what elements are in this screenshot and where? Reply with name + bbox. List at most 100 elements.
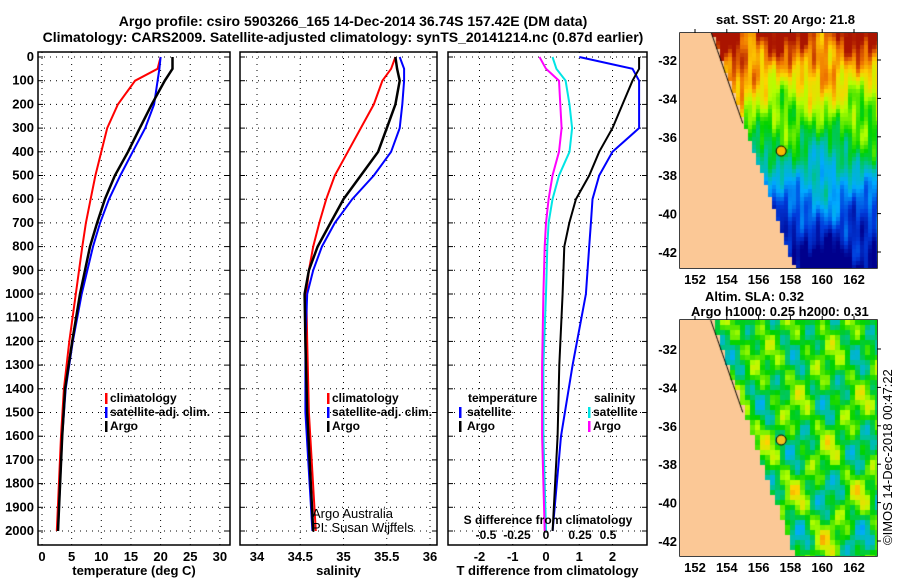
x-axis-label: salinity [316,563,362,578]
x2-axis-label: S difference from climatology [464,513,633,527]
depth-tick-label: 1700 [5,452,34,467]
legend-swatch [459,407,462,418]
legend-swatch [459,421,462,432]
legend-label: Argo [593,419,621,433]
lon-tick-label: 156 [748,560,770,575]
legend-swatch [105,407,108,418]
lat-tick-label: -36 [658,419,677,434]
series-line-argo [303,56,401,532]
lat-tick-label: -42 [658,245,677,260]
depth-tick-label: 600 [12,191,34,206]
difference-panel: -2 -1 0 1 2T difference from climatology temp… [447,51,648,578]
lon-tick-label: 152 [684,560,706,575]
depth-tick-label: 500 [12,168,34,183]
depth-tick-label: 1100 [6,310,34,325]
lat-tick-label: -34 [658,91,678,106]
legend-swatch [105,421,108,432]
title-line-2: Climatology: CARS2009. Satellite-adjuste… [43,29,644,45]
x-tick-label: 15 [124,549,138,564]
lon-tick-label: 162 [843,272,865,287]
depth-tick-label: 1400 [5,381,34,396]
x-tick-label: 35 [336,549,350,564]
legend-swatch [588,421,591,432]
credit-line-1: Argo Australia [312,506,394,521]
depth-tick-label: 1200 [5,333,34,348]
sla-map [680,320,877,556]
lon-tick-label: 158 [780,560,802,575]
x-axis-label: T difference from climatology [456,563,639,578]
legend-label: Argo [467,419,495,433]
lon-tick-label: 156 [748,272,770,287]
x-tick-label: 10 [94,549,108,564]
depth-tick-label: 1000 [5,286,34,301]
lat-tick-label: -38 [658,457,677,472]
x2-tick-label: -0.25 [503,528,531,542]
legend-swatch [588,407,591,418]
legend-title-temperature: temperature [468,391,538,405]
depth-tick-label: 100 [12,73,34,88]
depth-tick-label: 300 [12,120,34,135]
legend-label: satellite [593,405,638,419]
depth-tick-label: 0 [27,49,34,64]
legend-label: Argo [332,419,360,433]
series-line-salinity-satellite [542,56,574,532]
legend-swatch [327,407,330,418]
lat-tick-label: -40 [658,207,677,222]
legend-label: climatology [332,391,399,405]
legend-label: Argo [110,419,138,433]
lat-tick-label: -32 [658,342,677,357]
x2-tick-label: 0 [543,528,550,542]
lat-tick-label: -42 [658,534,677,549]
lon-tick-label: 152 [684,272,706,287]
series-line-climatology [305,56,397,532]
x-tick-label: 34 [250,549,265,564]
depth-tick-label: 1600 [5,428,34,443]
lat-tick-label: -38 [658,168,677,183]
x-tick-label: 5 [68,549,75,564]
legend-swatch [327,421,330,432]
lon-tick-label: 154 [716,560,738,575]
sla-map-title-2: Argo h1000: 0.25 h2000: 0.31 [691,304,869,319]
x-tick-label: -2 [474,549,486,564]
credit-line-2: PI: Susan Wijffels [312,520,414,535]
depth-tick-label: 800 [12,239,34,254]
temperature-panel: 0100200300400500600700800900100011001200… [5,49,231,578]
x-tick-label: 0 [38,549,45,564]
lat-tick-label: -40 [658,496,677,511]
lat-tick-label: -34 [658,380,678,395]
x-tick-label: 30 [213,549,227,564]
legend-title-salinity: salinity [594,391,636,405]
legend-label: satellite [467,405,512,419]
series-line-satellite-adj-clim- [57,56,162,532]
x-tick-label: -1 [507,549,519,564]
lon-tick-label: 162 [843,560,865,575]
x-tick-label: 0 [542,549,549,564]
lon-tick-label: 160 [811,272,833,287]
series-line-temperature-satellite [551,56,641,532]
depth-tick-label: 1900 [5,499,34,514]
depth-tick-label: 2000 [5,523,34,538]
depth-tick-label: 400 [12,144,34,159]
lon-tick-label: 154 [716,272,738,287]
plot-frame [447,51,648,546]
legend-swatch [327,393,330,404]
depth-tick-label: 1500 [5,405,34,420]
legend-label: satellite-adj. clim. [110,405,210,419]
x-tick-label: 20 [153,549,167,564]
x-tick-label: 35.5 [374,549,399,564]
copyright: ©IMOS 14-Dec-2018 00:47:22 [880,369,895,545]
x2-tick-label: -0.5 [476,528,497,542]
series-line-argo [56,57,174,532]
x-axis-label: temperature (deg C) [72,563,196,578]
sst-map [680,33,877,268]
series-line-salinity-argo [538,56,563,532]
legend-label: climatology [110,391,177,405]
plot-frame [239,51,438,546]
x-tick-label: 2 [609,549,616,564]
sst-map-title: sat. SST: 20 Argo: 21.8 [716,12,855,27]
lat-tick-label: -32 [658,53,677,68]
sla-map-title-1: Altim. SLA: 0.32 [705,289,804,304]
depth-tick-label: 200 [12,96,34,111]
depth-tick-label: 700 [12,215,34,230]
